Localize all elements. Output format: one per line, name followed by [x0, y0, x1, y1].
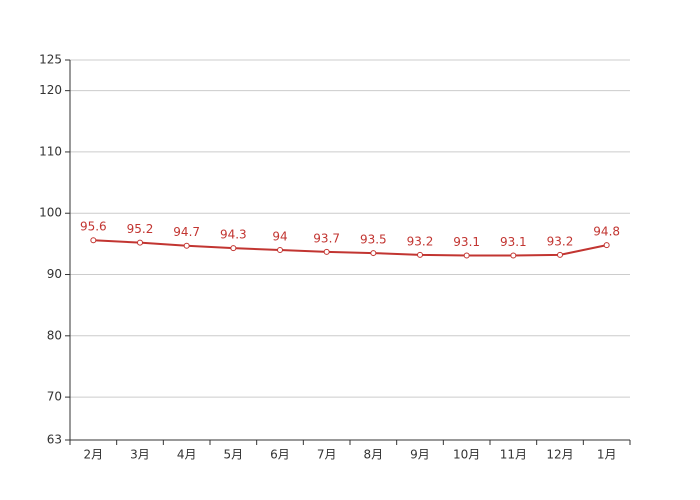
x-tick-label: 12月 — [546, 448, 573, 462]
point — [230, 245, 237, 252]
x-tick-label: 7月 — [317, 448, 337, 462]
x-tick-label: 10月 — [453, 448, 480, 462]
point — [183, 242, 190, 249]
x-tick-label: 8月 — [364, 448, 384, 462]
data-label: 94 — [272, 230, 287, 244]
y-tick-label: 80 — [47, 328, 62, 342]
data-label: 93.2 — [547, 234, 574, 248]
y-tick-label: 120 — [39, 83, 62, 97]
y-tick-label: 63 — [47, 433, 62, 447]
data-label: 95.6 — [80, 220, 107, 234]
point — [137, 239, 143, 246]
point — [277, 247, 283, 253]
y-tick-label: 90 — [47, 267, 62, 281]
point — [510, 252, 517, 259]
point — [557, 251, 563, 258]
x-tick-label: 3月 — [130, 448, 150, 462]
line — [93, 239, 607, 257]
x-tick-label: 9月 — [410, 448, 430, 462]
y-tick-label: 100 — [39, 206, 62, 220]
point — [417, 251, 423, 258]
y-tick-label: 70 — [47, 390, 62, 404]
x-tick-label: 1月 — [597, 448, 617, 462]
point — [463, 252, 470, 259]
point — [323, 248, 330, 255]
x-tick-label: 11月 — [500, 448, 527, 462]
point — [603, 242, 610, 249]
x-tick-label: 4月 — [177, 448, 197, 462]
data-label: 95.2 — [127, 222, 154, 236]
data-label: 93.7 — [313, 231, 340, 245]
point — [370, 250, 377, 257]
x-tick-label: 6月 — [270, 448, 290, 462]
data-label: 93.5 — [360, 233, 387, 247]
x-tick-label: 2月 — [84, 448, 104, 462]
data-label: 94.3 — [220, 228, 247, 242]
x-tick-label: 5月 — [224, 448, 244, 462]
data-label: 93.2 — [407, 234, 434, 248]
data-label: 94.7 — [173, 225, 200, 239]
data-label: 94.8 — [593, 225, 620, 239]
point — [90, 237, 97, 244]
y-tick-label: 125 — [39, 53, 62, 67]
data-label: 93.1 — [500, 235, 527, 249]
y-tick-label: 110 — [39, 144, 62, 158]
data-label: 93.1 — [453, 235, 480, 249]
